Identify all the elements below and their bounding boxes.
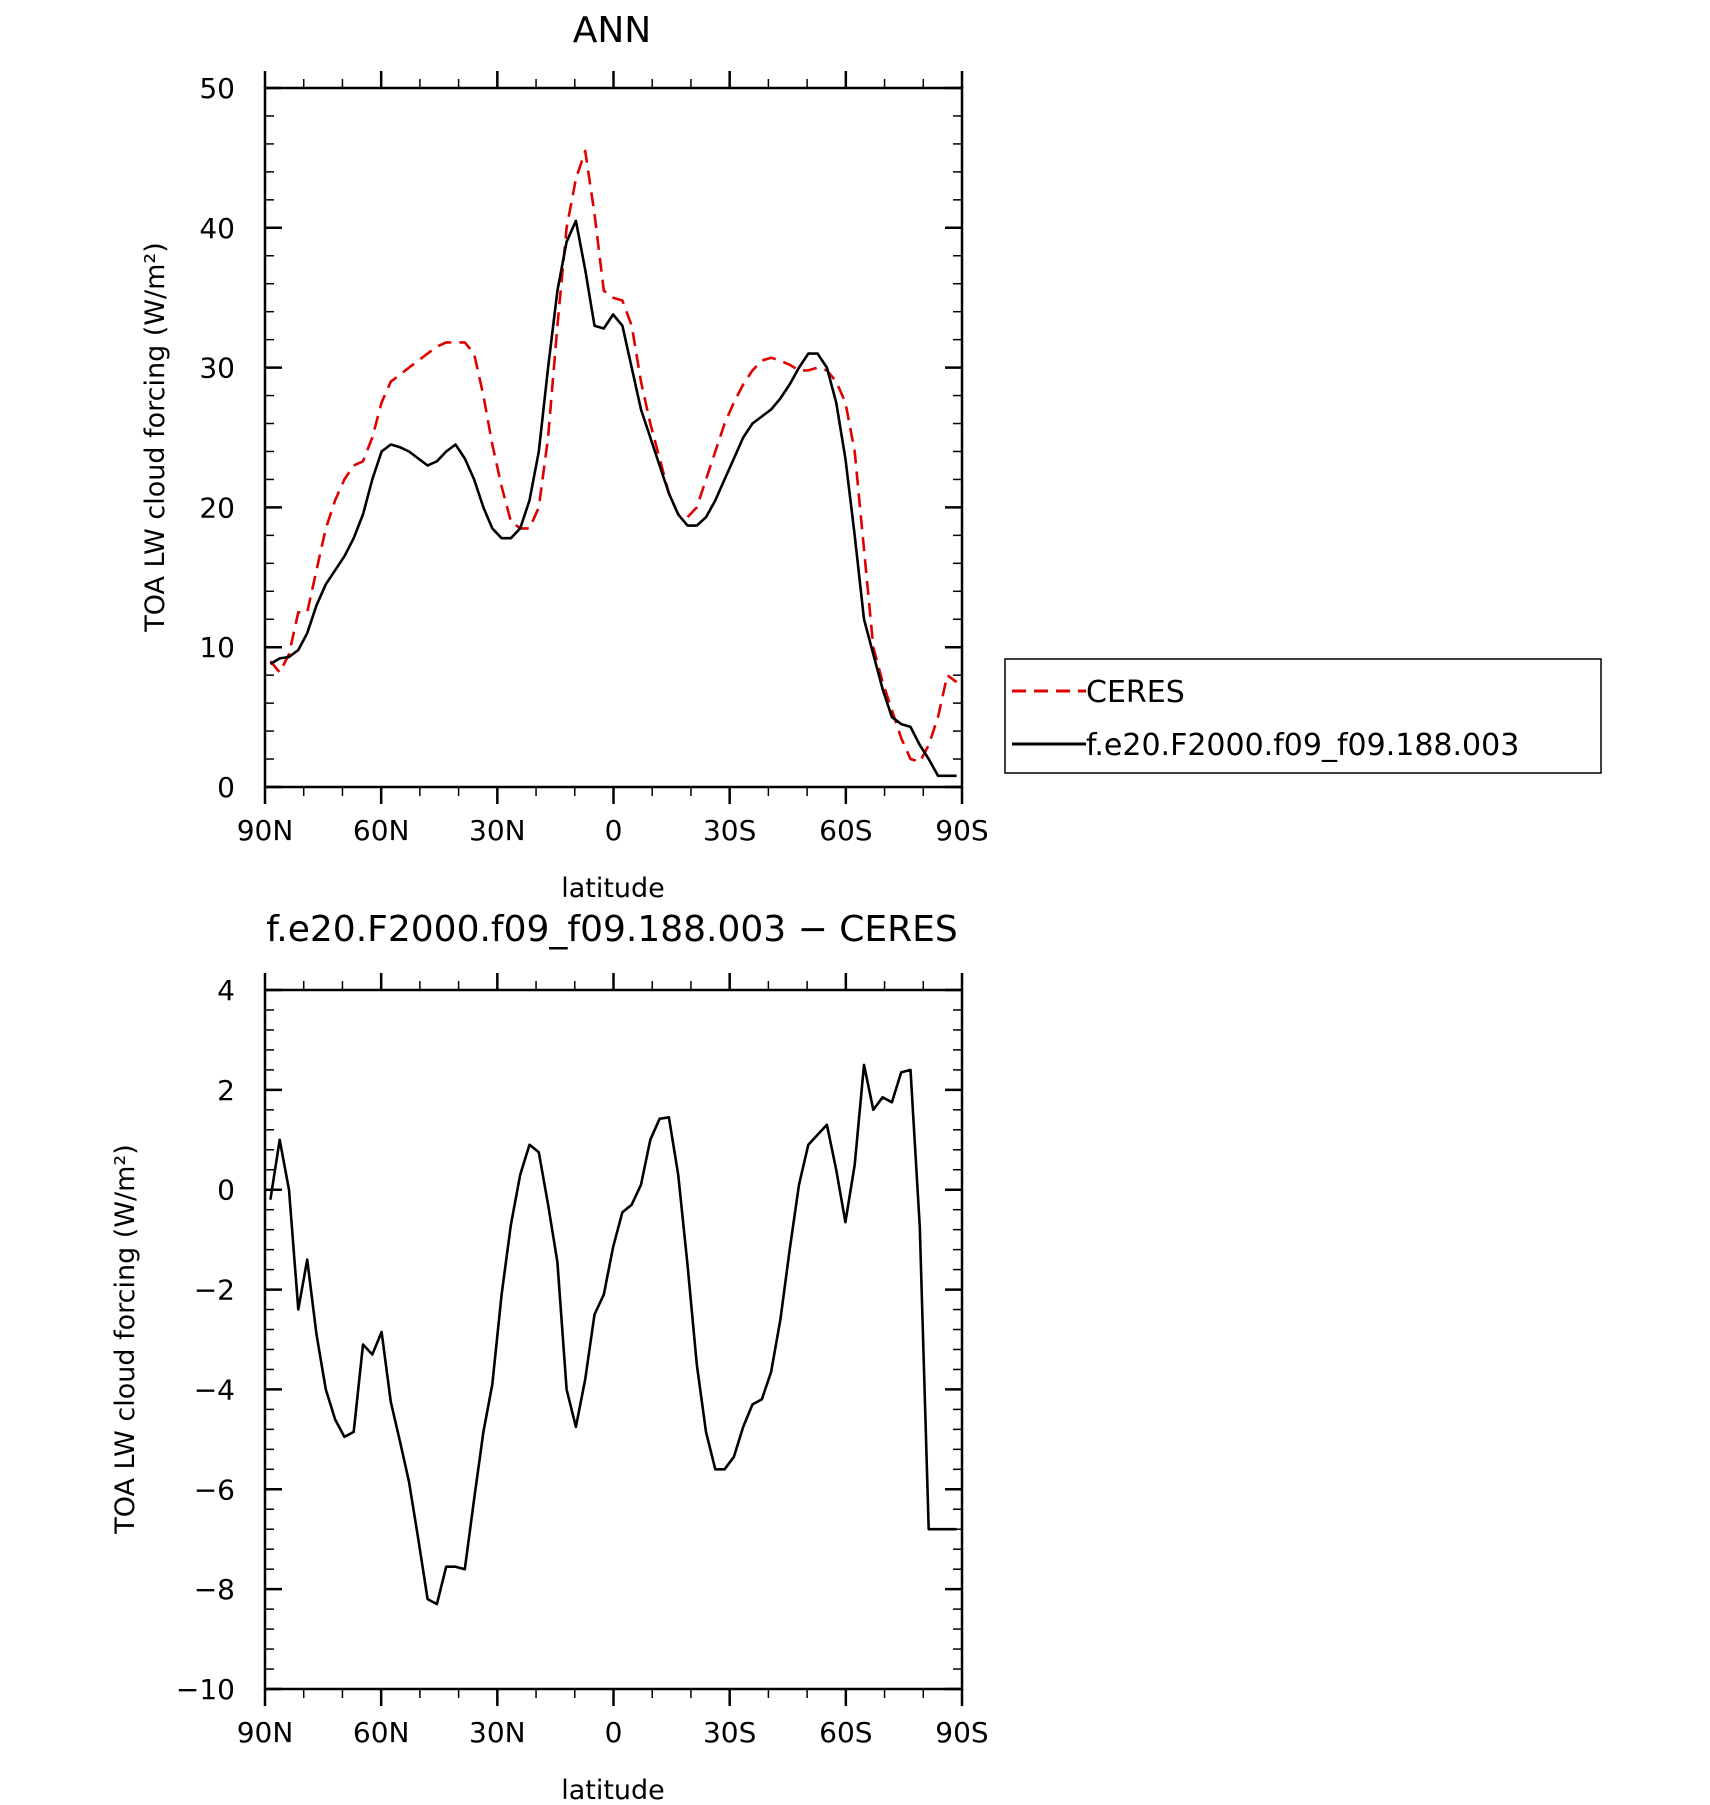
top-chart-title: ANN: [573, 10, 652, 51]
bottom-x-tick-label: 0: [605, 1716, 623, 1749]
top-x-tick-label: 30N: [469, 814, 526, 847]
bottom-y-tick-label: −8: [194, 1573, 235, 1606]
bottom-plot-frame: [263, 988, 964, 1691]
top-x-tick-label: 0: [605, 814, 623, 847]
bottom-y-tick-label: 0: [217, 1174, 235, 1207]
top-y-tick-label: 30: [199, 352, 235, 385]
top-x-tick-label: 90N: [237, 814, 294, 847]
bottom-x-tick-label: 60N: [353, 1716, 410, 1749]
top-y-tick-label: 20: [199, 491, 235, 524]
bottom-y-tick-label: −2: [194, 1274, 235, 1307]
top-x-tick-label: 90S: [935, 814, 988, 847]
bottom-y-tick-label: 2: [217, 1074, 235, 1107]
bottom-x-tick-label: 90S: [935, 1716, 988, 1749]
bottom-y-tick-label: −6: [194, 1473, 235, 1506]
bottom-panel: f.e20.F2000.f09_f09.188.003 − CERES −10−…: [110, 909, 989, 1805]
legend: CERES f.e20.F2000.f09_f09.188.003: [1004, 658, 1602, 774]
bottom-chart-title: f.e20.F2000.f09_f09.188.003 − CERES: [266, 909, 958, 950]
bottom-y-axis-label: TOA LW cloud forcing (W/m²): [110, 1144, 141, 1535]
legend-box: [1004, 658, 1602, 774]
bottom-x-tick-label: 90N: [237, 1716, 294, 1749]
top-plot-frame: [263, 86, 964, 789]
bottom-chart-marks: −10 −8 −6 −4 −2 0 2 4 90N 60N 30N 0 30S 60S 90S: [176, 973, 989, 1749]
bottom-series-line-0: [269, 1063, 957, 1606]
top-y-tick-label: 10: [199, 631, 235, 664]
bottom-x-tick-label: 60S: [819, 1716, 872, 1749]
top-x-tick-label: 60N: [353, 814, 410, 847]
bottom-y-tick-label: 4: [217, 974, 235, 1007]
top-x-tick-label: 30S: [703, 814, 756, 847]
top-series-line-1: [269, 219, 957, 778]
top-series-line-0: [269, 149, 958, 764]
bottom-x-axis-label: latitude: [561, 1775, 665, 1805]
top-x-tick-label: 60S: [819, 814, 872, 847]
top-y-tick-label: 50: [199, 72, 235, 105]
top-panel: ANN 0 10 20 30 40 50 90N 60N 30N 0 30S 60S 90S latit…: [140, 10, 1602, 904]
top-y-tick-label: 40: [199, 212, 235, 245]
legend-model-label: f.e20.F2000.f09_f09.188.003: [1086, 728, 1519, 763]
bottom-y-tick-label: −4: [194, 1373, 235, 1406]
bottom-x-tick-label: 30N: [469, 1716, 526, 1749]
top-y-tick-label: 0: [217, 771, 235, 804]
top-x-axis-label: latitude: [561, 873, 665, 904]
top-y-axis-label: TOA LW cloud forcing (W/m²): [140, 242, 171, 633]
legend-ceres-label: CERES: [1086, 675, 1185, 710]
bottom-y-tick-label: −10: [176, 1673, 235, 1706]
top-chart-marks: 0 10 20 30 40 50 90N 60N 30N 0 30S 60S 90S: [199, 71, 989, 847]
bottom-x-tick-label: 30S: [703, 1716, 756, 1749]
